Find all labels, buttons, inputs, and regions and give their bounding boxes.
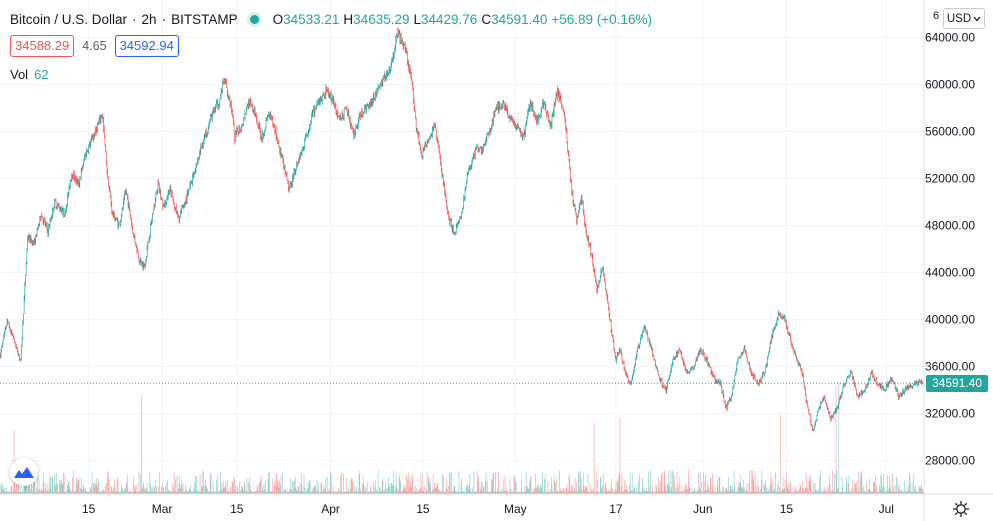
bid-ask-quotes: 34588.29 4.65 34592.94 bbox=[10, 35, 179, 57]
legend-separator: · bbox=[161, 11, 167, 27]
y-tick-label: 40000.00 bbox=[925, 313, 975, 327]
y-tick-label: 36000.00 bbox=[925, 360, 975, 374]
market-open-status-icon bbox=[249, 14, 259, 24]
y-tick-label: 52000.00 bbox=[925, 172, 975, 186]
high-value: 34635.29 bbox=[353, 11, 410, 27]
y-tick-label: 56000.00 bbox=[925, 124, 975, 138]
low-value: 34429.76 bbox=[421, 11, 478, 27]
close-label: C bbox=[481, 11, 492, 27]
gear-icon[interactable] bbox=[952, 500, 970, 518]
tradingview-logo-icon[interactable] bbox=[10, 458, 38, 486]
sell-price-button[interactable]: 34588.29 bbox=[10, 35, 75, 57]
symbol-name[interactable]: Bitcoin / U.S. Dollar bbox=[10, 11, 128, 27]
open-value: 34533.21 bbox=[283, 11, 340, 27]
x-tick-label: 15 bbox=[416, 502, 430, 516]
x-tick-label: 15 bbox=[82, 502, 96, 516]
y-tick-label: 60000.00 bbox=[925, 77, 975, 91]
change-value: +56.89 (+0.16%) bbox=[551, 11, 652, 27]
y-tick-label: 64000.00 bbox=[925, 30, 975, 44]
x-tick-label: Jun bbox=[693, 502, 712, 516]
volume-legend: Vol 62 bbox=[10, 67, 49, 82]
x-tick-label: Jul bbox=[879, 502, 894, 516]
exchange-label[interactable]: BITSTAMP bbox=[171, 11, 238, 27]
y-tick-label: 48000.00 bbox=[925, 219, 975, 233]
spread-value: 4.65 bbox=[82, 39, 107, 53]
x-tick-label: Apr bbox=[321, 502, 340, 516]
chevron-down-icon bbox=[973, 16, 981, 21]
y-tick-label: 32000.00 bbox=[925, 407, 975, 421]
open-label: O bbox=[272, 11, 284, 27]
close-value: 34591.40 bbox=[491, 11, 548, 27]
x-tick-label: 15 bbox=[230, 502, 244, 516]
volume-label: Vol bbox=[10, 67, 29, 82]
currency-selector[interactable]: USD bbox=[943, 8, 985, 29]
high-label: H bbox=[343, 11, 354, 27]
low-label: L bbox=[413, 11, 421, 27]
legend-separator: · bbox=[132, 11, 137, 27]
price-axis-label-clipped: 6 bbox=[933, 10, 940, 22]
x-tick-label: 15 bbox=[780, 502, 794, 516]
x-tick-label: 17 bbox=[609, 502, 623, 516]
volume-value: 62 bbox=[34, 67, 49, 82]
y-tick-label: 28000.00 bbox=[925, 454, 975, 468]
last-price-label: 34591.40 bbox=[926, 374, 988, 392]
buy-price-button[interactable]: 34592.94 bbox=[114, 35, 179, 57]
x-tick-label: Mar bbox=[152, 502, 173, 516]
currency-label: USD bbox=[946, 12, 972, 25]
x-tick-label: May bbox=[504, 502, 527, 516]
y-tick-label: 44000.00 bbox=[925, 266, 975, 280]
interval-label[interactable]: 2h bbox=[141, 11, 157, 27]
